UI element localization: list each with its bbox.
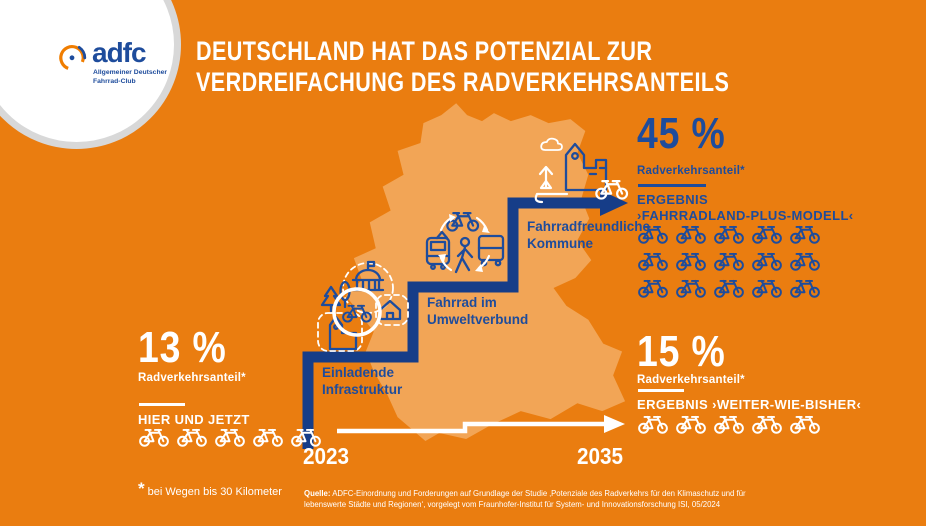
stat-bau-divider	[638, 389, 684, 392]
bicycle-icon	[638, 415, 668, 434]
step2-line1: Fahrrad im	[427, 295, 497, 310]
bicycle-icon	[714, 225, 744, 244]
bicycle-icon	[253, 428, 283, 447]
step2-line2: Umweltverbund	[427, 312, 529, 327]
stat-bau-subtitle: ERGEBNIS ›WEITER-WIE-BISHER‹	[637, 397, 862, 412]
step-label-kommune: Fahrradfreundliche Kommune	[527, 218, 650, 252]
bicycle-icon	[215, 428, 245, 447]
bicycle-icon	[676, 225, 706, 244]
stat-now-label: Radverkehrsanteil*	[138, 372, 246, 384]
timeline-start-year: 2023	[303, 443, 350, 469]
logo-subtitle: Allgemeiner Deutscher Fahrrad-Club	[93, 69, 167, 86]
bicycle-icon	[714, 415, 744, 434]
bicycle-icon	[790, 252, 820, 271]
logo-subtitle-line1: Allgemeiner Deutscher	[93, 69, 168, 76]
bicycle-icon	[676, 415, 706, 434]
step-label-umweltverbund: Fahrrad im Umweltverbund	[427, 294, 528, 328]
stat-bau-label: Radverkehrsanteil*	[637, 374, 745, 386]
source-line1: Quelle: ADFC-Einordnung und Forderungen …	[304, 489, 746, 500]
inviting-infrastructure-icon	[317, 260, 409, 352]
timeline-end-year: 2035	[577, 443, 624, 469]
step3-line2: Kommune	[527, 236, 594, 251]
footnote-asterisk: *	[138, 479, 145, 498]
source-label: Quelle:	[304, 489, 331, 498]
source-text-line2: lebenswerte Städte und Regionen‘, vorgel…	[304, 499, 721, 509]
page-title: DEUTSCHLAND HAT DAS POTENZIAL ZUR VERDRE…	[196, 36, 729, 98]
step-label-infrastruktur: Einladende Infrastruktur	[322, 364, 402, 398]
stat-plus-value: 45 %	[637, 109, 726, 158]
title-line1: DEUTSCHLAND HAT DAS POTENZIAL ZUR	[196, 36, 653, 66]
logo-wordmark: adfc	[92, 37, 147, 68]
bicycle-icon	[638, 252, 668, 271]
bicycle-icon	[676, 252, 706, 271]
bicycle-icon	[676, 279, 706, 298]
title-line2: VERDREIFACHUNG DES RADVERKEHRSANTEILS	[196, 67, 730, 97]
step3-line1: Fahrradfreundliche	[527, 219, 651, 234]
adfc-wheel-icon	[59, 45, 87, 71]
bike-row-now	[138, 427, 322, 447]
bicycle-icon	[752, 415, 782, 434]
bicycle-icon	[714, 252, 744, 271]
step1-line2: Infrastruktur	[322, 382, 403, 397]
bicycle-icon	[790, 225, 820, 244]
bicycle-icon	[177, 428, 207, 447]
bicycle-icon	[790, 279, 820, 298]
stat-block-plus: 45 % Radverkehrsanteil* ERGEBNIS ›FAHRRA…	[637, 112, 867, 312]
stat-plus-subtitle-line2: ›FAHRRADLAND-PLUS-MODELL‹	[637, 208, 854, 223]
logo-subtitle-line2: Fahrrad-Club	[93, 77, 136, 85]
bicycle-icon	[139, 428, 169, 447]
stat-plus-subtitle-line1: ERGEBNIS	[637, 192, 709, 207]
stat-now-value: 13 %	[138, 323, 227, 372]
source-text-line1: ADFC-Einordnung und Forderungen auf Grun…	[332, 489, 746, 498]
footnote: * bei Wegen bis 30 Kilometer	[138, 480, 282, 498]
footnote-text: bei Wegen bis 30 Kilometer	[147, 486, 282, 498]
bicycle-icon	[752, 279, 782, 298]
bicycle-icon	[638, 279, 668, 298]
bike-row-bau	[637, 414, 821, 434]
bike-friendly-city-icon	[534, 137, 629, 204]
bicycle-icon	[752, 225, 782, 244]
stat-block-now: 13 % Radverkehrsanteil* HIER UND JETZT	[138, 326, 368, 451]
bicycle-icon	[790, 415, 820, 434]
source-note: Quelle: ADFC-Einordnung und Forderungen …	[304, 489, 746, 510]
stat-bau-value: 15 %	[637, 327, 726, 376]
bicycle-icon	[752, 252, 782, 271]
bicycle-icon	[714, 279, 744, 298]
step1-line1: Einladende	[322, 365, 395, 380]
bike-grid-plus	[637, 224, 823, 298]
stat-block-bau: 15 % Radverkehrsanteil* ERGEBNIS ›WEITER…	[637, 330, 867, 445]
stat-now-divider	[139, 403, 185, 406]
bicycle-icon	[638, 225, 668, 244]
transport-modes-cycle-icon	[425, 212, 505, 274]
stat-plus-divider	[638, 184, 706, 187]
stat-plus-label: Radverkehrsanteil*	[637, 165, 745, 177]
stat-now-subtitle: HIER UND JETZT	[138, 412, 250, 427]
